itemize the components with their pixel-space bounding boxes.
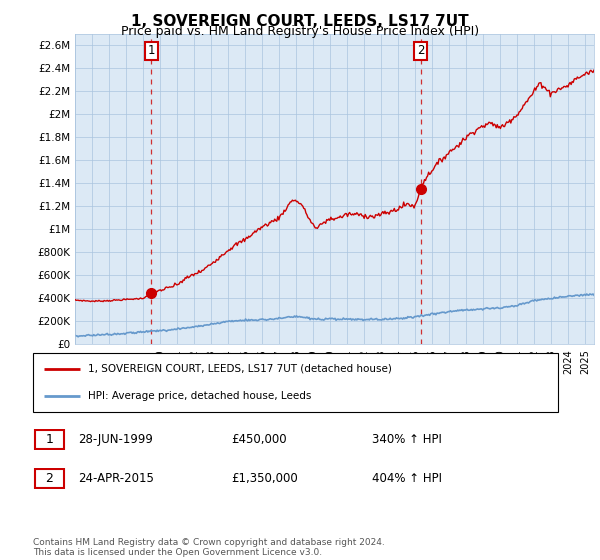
Text: 2: 2 <box>417 44 424 58</box>
Text: £450,000: £450,000 <box>231 433 287 446</box>
Text: 1: 1 <box>46 433 53 446</box>
Text: 340% ↑ HPI: 340% ↑ HPI <box>372 433 442 446</box>
Text: Contains HM Land Registry data © Crown copyright and database right 2024.
This d: Contains HM Land Registry data © Crown c… <box>33 538 385 557</box>
Text: 1, SOVEREIGN COURT, LEEDS, LS17 7UT: 1, SOVEREIGN COURT, LEEDS, LS17 7UT <box>131 14 469 29</box>
Text: Price paid vs. HM Land Registry's House Price Index (HPI): Price paid vs. HM Land Registry's House … <box>121 25 479 38</box>
Text: HPI: Average price, detached house, Leeds: HPI: Average price, detached house, Leed… <box>88 391 311 401</box>
Text: £1,350,000: £1,350,000 <box>231 472 298 486</box>
Text: 404% ↑ HPI: 404% ↑ HPI <box>372 472 442 486</box>
Text: 24-APR-2015: 24-APR-2015 <box>78 472 154 486</box>
Text: 1: 1 <box>148 44 155 58</box>
Text: 2: 2 <box>46 472 53 486</box>
Text: 1, SOVEREIGN COURT, LEEDS, LS17 7UT (detached house): 1, SOVEREIGN COURT, LEEDS, LS17 7UT (det… <box>88 363 392 374</box>
Text: 28-JUN-1999: 28-JUN-1999 <box>78 433 153 446</box>
